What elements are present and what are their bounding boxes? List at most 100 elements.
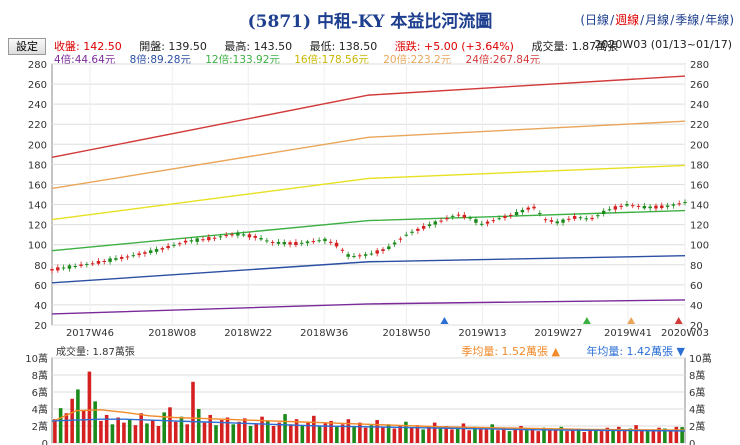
volume-bar <box>594 430 598 443</box>
volume-bar <box>271 426 276 443</box>
volume-label: 成交量: 1.87萬張 <box>56 345 135 358</box>
volume-bar <box>381 426 385 443</box>
volume-bar <box>536 431 541 443</box>
candle-body <box>421 226 426 229</box>
volume-bar <box>260 416 264 443</box>
y-tick-right: 220 <box>690 120 709 131</box>
x-tick-label: 2018W22 <box>224 328 272 339</box>
candle-body <box>538 213 542 215</box>
candle-body <box>392 242 397 245</box>
river-line-20倍 <box>51 120 686 190</box>
y-tick-right: 40 <box>690 301 703 312</box>
y-tick-right: 160 <box>690 180 709 191</box>
candle-body <box>543 219 548 221</box>
candle-body <box>236 232 240 236</box>
volume-bar <box>133 425 138 443</box>
volume-bar <box>185 424 190 443</box>
candle-body <box>514 211 519 216</box>
volume-bar <box>478 429 483 443</box>
candle-body <box>654 205 658 209</box>
candle-body <box>468 217 472 219</box>
quarter-avg-label: 季均量: 1.52萬張 ▲ <box>461 345 560 358</box>
candle-body <box>683 202 687 204</box>
volume-value: 成交量: 1.87萬張 <box>531 40 619 53</box>
y-tick-left: 260 <box>28 80 47 91</box>
volume-bar <box>300 425 305 443</box>
event-marker <box>440 317 449 324</box>
close-price: 收盤: 142.50 <box>54 40 122 53</box>
period-year[interactable]: 年線 <box>705 13 730 27</box>
period-quarter[interactable]: 季線 <box>675 13 700 27</box>
page-title: (5871) 中租-KY 本益比河流圖 <box>247 12 493 32</box>
volume-bar <box>409 427 414 443</box>
volume-tick-left: 4萬 <box>32 403 48 416</box>
volume-bar <box>110 424 115 443</box>
x-tick-label: 2019W13 <box>458 328 506 339</box>
volume-tick-right: 2萬 <box>689 420 705 433</box>
volume-bar <box>680 427 684 443</box>
volume-bar <box>398 426 402 443</box>
candle-body <box>189 240 194 242</box>
volume-bar <box>628 428 633 443</box>
band-legend: 4倍:44.64元 8倍:89.28元 12倍:133.92元 16倍:178.… <box>54 52 551 67</box>
y-tick-left: 280 <box>28 60 47 71</box>
year-avg-label: 年均量: 1.42萬張 ▼ <box>586 344 685 358</box>
y-tick-right: 20 <box>690 321 703 332</box>
volume-bar <box>455 427 460 443</box>
candle-body <box>555 221 559 224</box>
volume-bar <box>283 414 287 443</box>
candle-body <box>410 231 414 233</box>
volume-bar <box>202 422 207 443</box>
volume-bar <box>156 426 161 443</box>
volume-bar <box>576 428 581 443</box>
volume-bar <box>588 429 592 443</box>
candle-body <box>259 238 263 240</box>
candle-body <box>381 249 385 252</box>
candle-body <box>276 241 281 244</box>
volume-bar <box>611 430 615 443</box>
volume-bar <box>81 410 86 443</box>
period-month[interactable]: 月線 <box>645 13 670 27</box>
y-tick-right: 120 <box>690 221 709 232</box>
candle-body <box>375 250 379 254</box>
candle-body <box>625 204 629 206</box>
volume-bar <box>599 431 604 443</box>
y-tick-left: 160 <box>28 180 47 191</box>
candle-body <box>578 217 583 219</box>
volume-bar <box>363 427 368 443</box>
candle-body <box>154 248 159 252</box>
event-marker <box>627 317 636 324</box>
river-line-16倍 <box>51 164 686 221</box>
candle-body <box>73 266 77 268</box>
volume-bar <box>93 401 97 443</box>
volume-bar <box>312 415 316 443</box>
volume-bar <box>294 419 299 443</box>
candle-body <box>334 242 339 247</box>
candle-body <box>462 214 467 218</box>
volume-avg-year-line <box>51 418 686 432</box>
y-tick-left: 240 <box>28 100 47 111</box>
volume-bar <box>99 420 103 443</box>
candle-body <box>480 223 484 225</box>
candle-body <box>230 234 234 236</box>
volume-bar <box>444 426 448 443</box>
candle-body <box>398 238 403 240</box>
y-tick-right: 260 <box>690 80 709 91</box>
candle-body <box>352 256 356 258</box>
period-week[interactable]: 週線 <box>615 13 640 27</box>
volume-bar <box>266 420 270 443</box>
volume-bar <box>150 420 155 443</box>
volume-bar <box>674 426 679 443</box>
volume-bar <box>404 421 408 443</box>
volume-bar <box>242 418 247 443</box>
period-day[interactable]: 日線 <box>585 13 610 27</box>
candle-body <box>485 221 490 224</box>
y-tick-left: 140 <box>28 201 47 212</box>
candle-body <box>369 253 374 255</box>
y-tick-left: 220 <box>28 120 47 131</box>
settings-button[interactable]: 設定 <box>8 38 46 55</box>
header: (5871) 中租-KY 本益比河流圖 (日線/週線/月線/季線/年線) <box>0 0 740 36</box>
candle-body <box>207 237 211 241</box>
candle-body <box>85 263 89 265</box>
